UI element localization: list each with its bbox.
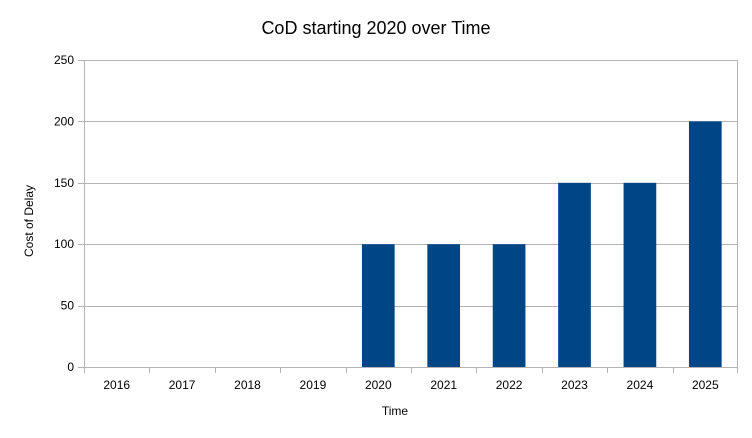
y-tick-label: 200 bbox=[54, 114, 74, 128]
bars bbox=[361, 121, 722, 368]
y-axis-title: Cost of Delay bbox=[22, 185, 36, 257]
bar-2025 bbox=[688, 121, 722, 368]
y-tick-label: 50 bbox=[61, 299, 75, 313]
x-tick-label: 2019 bbox=[300, 378, 327, 392]
x-tick-label: 2023 bbox=[561, 378, 588, 392]
x-tick-label: 2021 bbox=[430, 378, 457, 392]
bar-2020 bbox=[361, 244, 395, 367]
bar-2022 bbox=[492, 244, 526, 367]
y-tick-label: 150 bbox=[54, 176, 74, 190]
x-tick-label: 2016 bbox=[103, 378, 130, 392]
chart-title: CoD starting 2020 over Time bbox=[261, 18, 490, 38]
x-tick-label: 2017 bbox=[169, 378, 196, 392]
y-tick-label: 0 bbox=[67, 360, 74, 374]
x-tick-label: 2022 bbox=[496, 378, 523, 392]
x-tick-label: 2024 bbox=[627, 378, 654, 392]
y-tick-labels: 0 50 100 150 200 250 bbox=[54, 53, 74, 374]
y-tick-label: 250 bbox=[54, 53, 74, 67]
axes bbox=[78, 60, 738, 373]
bar-2021 bbox=[427, 244, 461, 367]
x-tick-label: 2025 bbox=[692, 378, 719, 392]
x-tick-label: 2018 bbox=[234, 378, 261, 392]
bar-2024 bbox=[623, 182, 657, 367]
bar-2023 bbox=[558, 182, 591, 367]
x-axis-title: Time bbox=[382, 404, 409, 418]
y-tick-label: 100 bbox=[54, 237, 74, 251]
x-tick-labels: 2016 2017 2018 2019 2020 2021 2022 2023 2024 2025 bbox=[103, 378, 719, 392]
x-tick-label: 2020 bbox=[365, 378, 392, 392]
